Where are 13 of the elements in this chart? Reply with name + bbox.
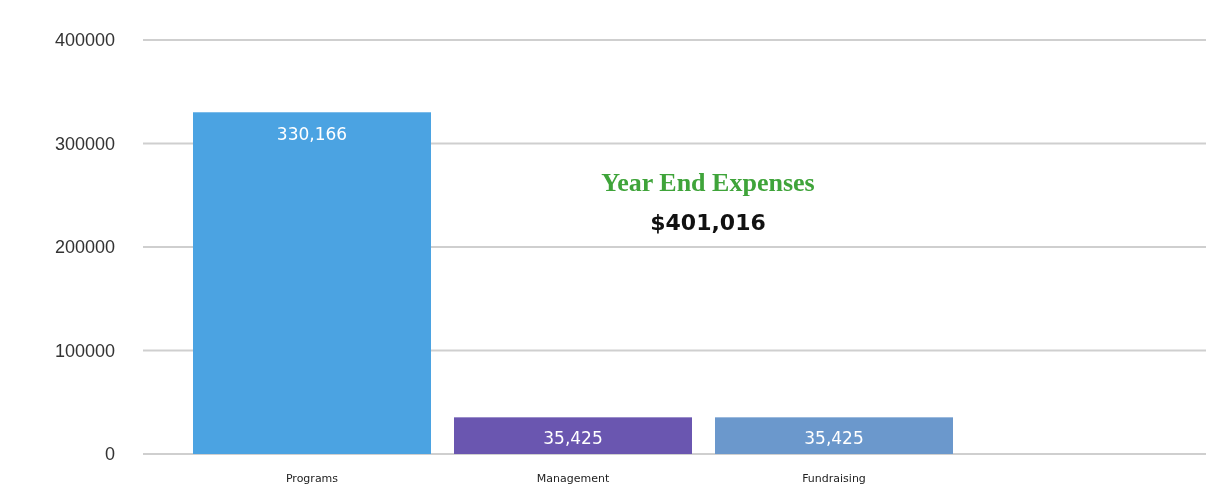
y-tick-label: 0	[104, 444, 115, 464]
x-tick-label: Fundraising	[802, 472, 866, 485]
y-tick-label: 100000	[54, 340, 115, 361]
y-tick-label: 400000	[54, 30, 115, 50]
text: Year End Expenses	[601, 168, 815, 197]
data-label: 35,425	[543, 427, 603, 448]
x-tick-label: Management	[536, 472, 610, 485]
x-tick-label: Programs	[285, 472, 339, 485]
data-label: 330,166	[276, 124, 348, 145]
y-tick-label: 200000	[54, 237, 115, 257]
y-tick-label: 300000	[54, 133, 115, 154]
text: $401,016	[650, 210, 766, 235]
data-label: 35,425	[804, 427, 864, 448]
